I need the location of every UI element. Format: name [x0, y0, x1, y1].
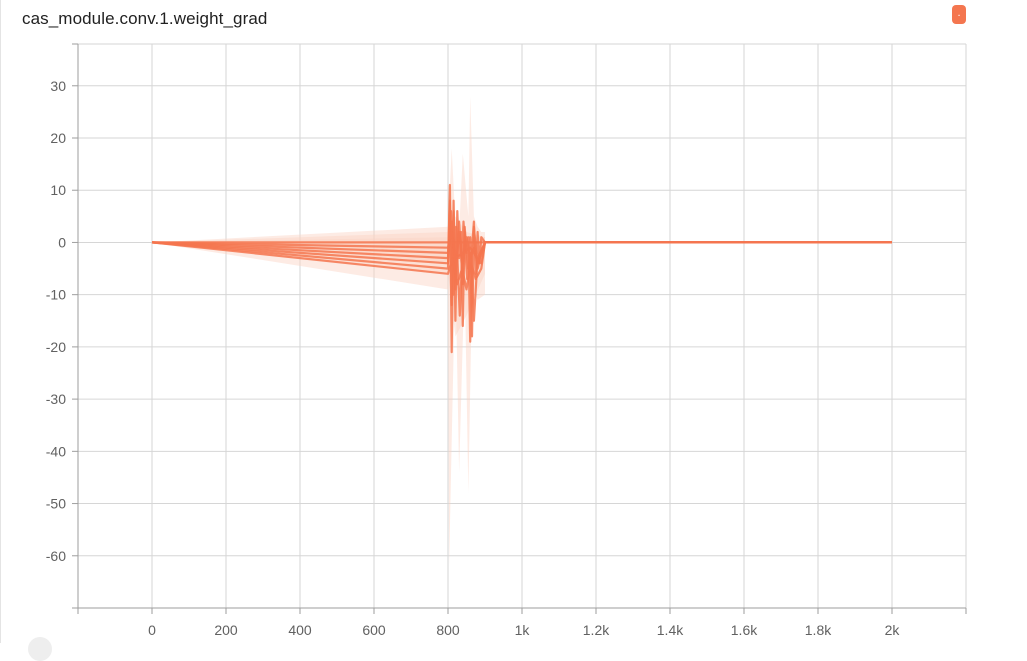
- y-tick-label: -50: [46, 496, 66, 512]
- x-tick-label: 2k: [885, 622, 901, 638]
- y-tick-label: -30: [46, 391, 66, 407]
- x-tick-label: 1.4k: [657, 622, 684, 638]
- y-tick-label: 30: [50, 78, 66, 94]
- y-tick-label: -60: [46, 548, 66, 564]
- series-range-band: [152, 96, 485, 567]
- x-tick-label: 0: [148, 622, 156, 638]
- card-footer-button[interactable]: [28, 637, 52, 661]
- card-left-border: [0, 0, 1, 643]
- x-tick-label: 200: [214, 622, 238, 638]
- y-tick-label: -40: [46, 443, 66, 459]
- x-tick-label: 1k: [515, 622, 531, 638]
- x-tick-label: 800: [436, 622, 460, 638]
- x-tick-label: 1.8k: [805, 622, 832, 638]
- x-tick-label: 1.2k: [583, 622, 610, 638]
- x-tick-label: 600: [362, 622, 386, 638]
- y-tick-label: 20: [50, 130, 66, 146]
- x-tick-label: 1.6k: [731, 622, 758, 638]
- line-chart[interactable]: 0 200 400 600 800 1k 1.2k 1.4k 1.6k 1.8k 2k 30 20 10 0…: [0, 0, 1027, 643]
- x-tick-label: 400: [288, 622, 312, 638]
- series-line: [151, 220, 892, 275]
- y-tick-label: -20: [46, 339, 66, 355]
- chart-title: cas_module.conv.1.weight_grad: [22, 9, 268, 28]
- y-tick-label: 10: [50, 182, 66, 198]
- y-tick-label: -10: [46, 287, 66, 303]
- y-tick-label: 0: [58, 234, 66, 250]
- series-line: [151, 241, 892, 291]
- series-color-badge[interactable]: .: [952, 5, 966, 24]
